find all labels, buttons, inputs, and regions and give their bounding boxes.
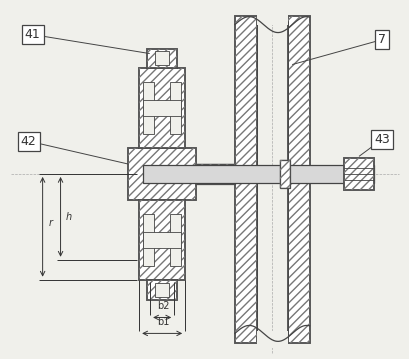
Text: 41: 41	[25, 28, 40, 41]
Bar	[139, 200, 184, 280]
Bar	[256, 5, 287, 25]
Bar	[147, 280, 177, 299]
Bar	[344, 158, 373, 190]
Bar	[147, 48, 177, 69]
Bar	[155, 51, 169, 65]
Bar	[279, 160, 289, 188]
Bar	[143, 232, 181, 248]
Text: h: h	[65, 212, 72, 222]
Bar	[279, 160, 289, 188]
Bar	[139, 69, 184, 148]
Bar	[143, 82, 154, 134]
Text: 7: 7	[378, 33, 385, 46]
Bar	[256, 331, 287, 348]
Bar	[143, 214, 154, 266]
Bar	[196, 164, 234, 184]
Bar	[150, 165, 174, 183]
Bar	[139, 69, 184, 148]
Bar	[344, 158, 373, 190]
Text: b1: b1	[157, 317, 169, 327]
Bar	[170, 214, 181, 266]
Bar	[143, 165, 373, 183]
Bar	[287, 16, 309, 343]
Bar	[234, 16, 256, 343]
Bar	[143, 100, 181, 116]
Bar	[234, 16, 256, 343]
Bar	[196, 164, 234, 184]
Bar	[147, 48, 177, 69]
Bar	[128, 148, 196, 200]
Text: b2: b2	[157, 302, 169, 312]
Bar	[155, 283, 169, 297]
Text: r: r	[49, 218, 52, 228]
Bar	[287, 16, 309, 343]
Text: 43: 43	[373, 133, 389, 146]
Bar	[170, 82, 181, 134]
Text: 42: 42	[21, 135, 36, 148]
Bar	[147, 280, 177, 299]
Bar	[128, 148, 196, 200]
Bar	[139, 200, 184, 280]
